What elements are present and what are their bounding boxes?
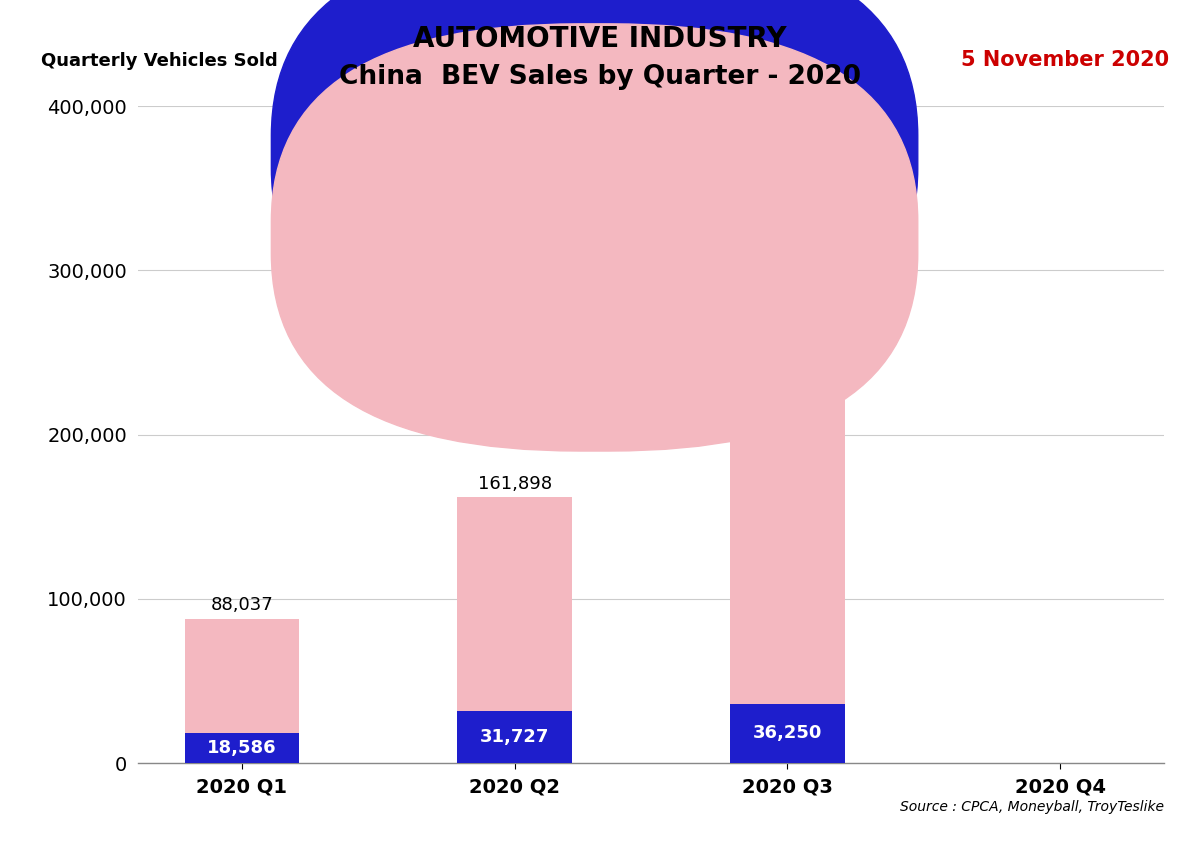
Text: 88,037: 88,037 (210, 596, 274, 615)
Text: Tesla China: Tesla China (620, 142, 730, 161)
Text: Quarterly Vehicles Sold: Quarterly Vehicles Sold (41, 52, 277, 70)
Text: Source : CPCA, Moneyball, TroyTeslike: Source : CPCA, Moneyball, TroyTeslike (900, 800, 1164, 814)
Text: AUTOMOTIVE INDUSTRY: AUTOMOTIVE INDUSTRY (413, 25, 787, 53)
Bar (730, 382, 845, 704)
Text: 31,727: 31,727 (480, 728, 550, 746)
Text: 36,250: 36,250 (752, 724, 822, 742)
Text: 5 November 2020: 5 November 2020 (961, 50, 1169, 70)
Bar (185, 618, 299, 733)
Text: 161,898: 161,898 (478, 475, 552, 493)
Text: China  BEV Sales by Quarter - 2020: China BEV Sales by Quarter - 2020 (340, 64, 862, 90)
Text: Other: Other (620, 228, 676, 247)
Bar (457, 711, 572, 763)
Bar (730, 704, 845, 763)
FancyBboxPatch shape (271, 0, 918, 365)
Bar (457, 497, 572, 711)
Text: 18,586: 18,586 (208, 739, 277, 757)
Bar (185, 733, 299, 763)
Text: 231,604: 231,604 (750, 360, 824, 378)
FancyBboxPatch shape (271, 24, 918, 451)
